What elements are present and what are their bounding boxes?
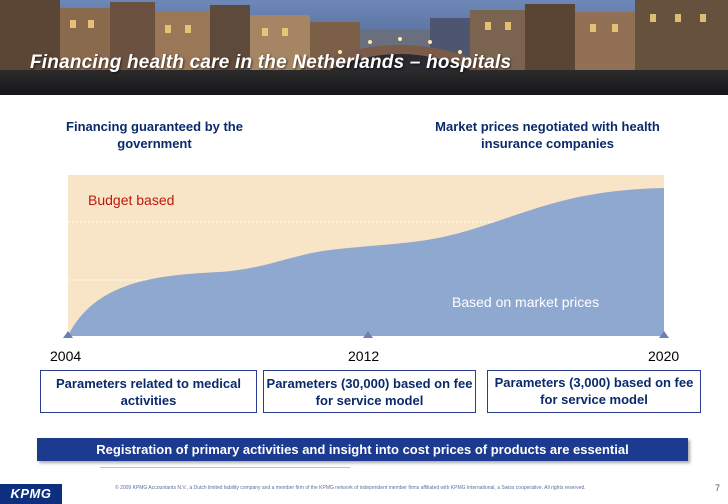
year-2004: 2004 [50, 348, 82, 364]
slide-title: Financing health care in the Netherlands… [30, 52, 512, 73]
parameters-box-2012: Parameters (30,000) based on fee for ser… [263, 370, 476, 413]
financing-transition-diagram [0, 150, 728, 350]
banner-photo [0, 0, 728, 95]
conclusion-bar: Registration of primary activities and i… [37, 438, 688, 461]
parameters-box-2020: Parameters (3,000) based on fee for serv… [487, 370, 701, 413]
market-prices-label: Based on market prices [452, 294, 600, 310]
kpmg-logo: KPMG [0, 484, 62, 504]
timeline-markers [63, 331, 669, 338]
heading-market: Market prices negotiated with health ins… [435, 119, 660, 151]
heading-government: Financing guaranteed by the government [66, 119, 243, 151]
copyright-notice: © 2009 KPMG Accountants N.V., a Dutch li… [115, 485, 586, 491]
market-prices-area [68, 188, 664, 336]
parameters-box-2004: Parameters related to medical activities [40, 370, 257, 413]
year-2020: 2020 [648, 348, 680, 364]
footer-divider [100, 467, 350, 468]
year-2012: 2012 [348, 348, 380, 364]
budget-based-label: Budget based [88, 192, 175, 208]
page-number: 7 [715, 483, 721, 493]
